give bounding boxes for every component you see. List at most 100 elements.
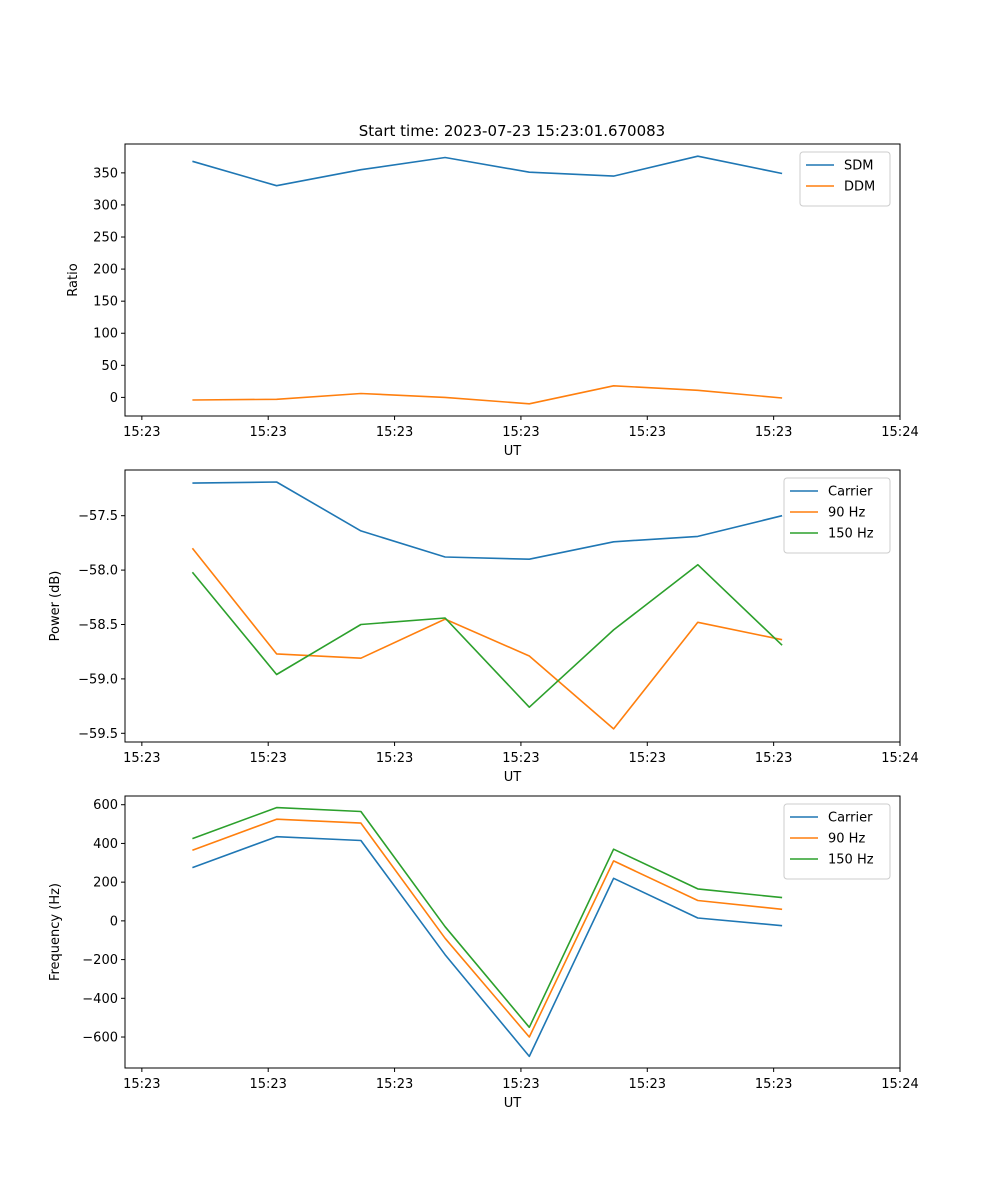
data-point-carrier: [360, 530, 362, 532]
data-point-90-hz: [697, 621, 699, 623]
data-point-150-hz: [612, 629, 614, 631]
data-point-carrier: [275, 481, 277, 483]
data-point-90-hz: [191, 547, 193, 549]
x-tick-label: 15:23: [755, 751, 792, 766]
data-point-ddm: [528, 403, 530, 405]
data-point-150-hz: [191, 837, 193, 839]
x-tick-label: 15:23: [376, 1077, 413, 1092]
series-line-carrier: [192, 481, 783, 561]
legend-label: 150 Hz: [828, 527, 874, 542]
data-point-carrier: [444, 556, 446, 558]
y-tick-label: 200: [93, 876, 118, 891]
y-axis-label: Frequency (Hz): [48, 883, 63, 981]
x-tick-label: 15:23: [629, 751, 666, 766]
chart-panel-1: 0 50 100 150 200 250 300 350 15:23 15:23 15:23 15:2…: [66, 143, 919, 459]
data-point-90-hz: [444, 937, 446, 939]
y-tick-label: 0: [110, 391, 118, 406]
data-point-carrier: [191, 866, 193, 868]
legend: Carrier 90 Hz 150 Hz: [783, 803, 891, 880]
data-point-90-hz: [612, 728, 614, 730]
series-line-150-hz: [191, 563, 783, 709]
data-point-150-hz: [444, 617, 446, 619]
x-axis-label: UT: [504, 1096, 522, 1111]
x-tick-label: 15:23: [249, 1077, 286, 1092]
y-tick-label: 400: [93, 837, 118, 852]
plot-area: [124, 795, 901, 1069]
y-tick-label: 250: [93, 231, 118, 246]
data-point-150-hz: [612, 848, 614, 850]
y-axis-label: Power (dB): [48, 571, 63, 642]
data-point-150-hz: [275, 806, 277, 808]
data-point-carrier: [781, 514, 783, 516]
legend-label: Carrier: [828, 485, 873, 500]
x-tick-label: 15:23: [249, 751, 286, 766]
figure-title: Start time: 2023-07-23 15:23:01.670083: [359, 122, 665, 140]
data-point-sdm: [781, 172, 783, 174]
y-tick-label: −59.0: [78, 672, 118, 687]
y-tick-label: −57.5: [78, 509, 118, 524]
data-point-150-hz: [781, 896, 783, 898]
x-tick-label: 15:23: [502, 425, 539, 440]
data-point-ddm: [781, 397, 783, 399]
data-point-90-hz: [781, 908, 783, 910]
data-point-150-hz: [781, 644, 783, 646]
y-tick-label: −58.0: [78, 564, 118, 579]
x-tick-label: 15:23: [629, 1077, 666, 1092]
data-point-90-hz: [191, 849, 193, 851]
data-point-150-hz: [528, 1026, 530, 1028]
plot-area: [124, 469, 901, 743]
x-tick-label: 15:24: [881, 425, 918, 440]
y-tick-label: −400: [82, 992, 118, 1007]
legend-label: 90 Hz: [828, 506, 865, 521]
data-point-sdm: [191, 160, 193, 162]
data-point-carrier: [612, 877, 614, 879]
data-point-ddm: [360, 392, 362, 394]
data-point-90-hz: [360, 822, 362, 824]
data-point-carrier: [444, 954, 446, 956]
series-line-ddm: [192, 384, 783, 405]
legend-label: SDM: [844, 159, 873, 174]
data-point-sdm: [360, 168, 362, 170]
data-point-90-hz: [275, 818, 277, 820]
data-point-ddm: [191, 399, 193, 401]
legend-box: [783, 803, 891, 880]
data-point-150-hz: [360, 623, 362, 625]
data-point-150-hz: [444, 925, 446, 927]
x-axis-label: UT: [504, 770, 522, 785]
y-tick-label: −600: [82, 1031, 118, 1046]
data-point-150-hz: [275, 673, 277, 675]
y-tick-label: 0: [110, 914, 118, 929]
data-point-90-hz: [612, 860, 614, 862]
data-point-carrier: [528, 558, 530, 560]
y-tick-label: 350: [93, 166, 118, 181]
x-tick-label: 15:23: [376, 425, 413, 440]
x-tick-label: 15:23: [249, 425, 286, 440]
data-point-150-hz: [697, 563, 699, 565]
data-point-carrier: [528, 1055, 530, 1057]
legend-label: 150 Hz: [828, 853, 874, 868]
legend-label: Carrier: [828, 811, 873, 826]
x-tick-label: 15:24: [881, 1077, 918, 1092]
y-tick-label: 100: [93, 327, 118, 342]
data-point-ddm: [612, 385, 614, 387]
data-point-ddm: [697, 389, 699, 391]
data-point-ddm: [275, 398, 277, 400]
data-point-sdm: [697, 155, 699, 157]
y-tick-label: −200: [82, 953, 118, 968]
y-tick-label: −59.5: [78, 727, 118, 742]
data-point-ddm: [444, 396, 446, 398]
data-point-sdm: [612, 175, 614, 177]
data-point-sdm: [528, 171, 530, 173]
data-point-carrier: [697, 535, 699, 537]
x-tick-label: 15:23: [755, 425, 792, 440]
data-point-150-hz: [528, 706, 530, 708]
data-point-carrier: [360, 839, 362, 841]
data-point-90-hz: [360, 657, 362, 659]
data-point-carrier: [275, 835, 277, 837]
y-tick-label: 600: [93, 798, 118, 813]
x-tick-label: 15:24: [881, 751, 918, 766]
data-point-carrier: [612, 541, 614, 543]
data-point-90-hz: [528, 1036, 530, 1038]
x-tick-label: 15:23: [123, 425, 160, 440]
